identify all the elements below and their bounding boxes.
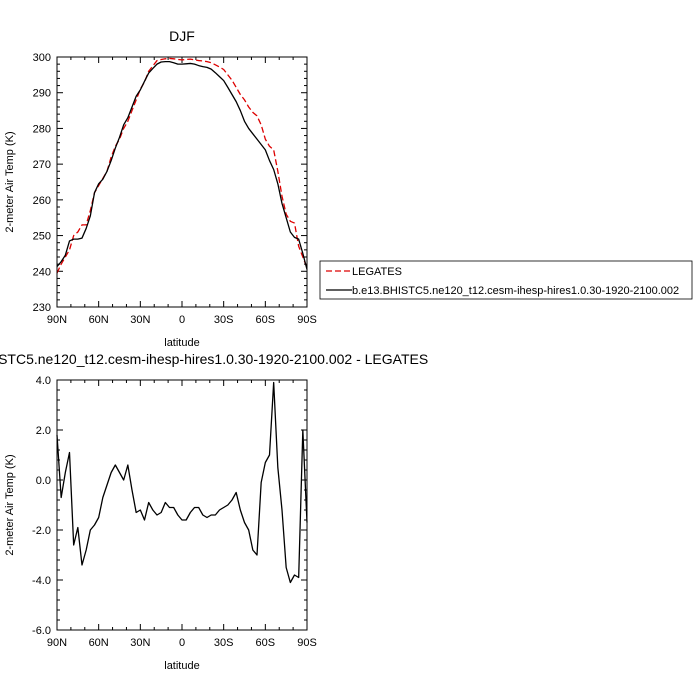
top-y-tick-label: 230: [33, 302, 51, 314]
bottom-y-tick-label: -2.0: [32, 525, 51, 537]
top-x-tick-label: 90S: [297, 314, 317, 326]
top-x-tick-label: 30S: [214, 314, 234, 326]
bottom-y-axis-label: 2-meter Air Temp (K): [4, 454, 16, 555]
top-panel: 90N 60N 30N 0 30S 60S 90S 230 240 250 260 270 280 290…: [4, 28, 693, 349]
top-y-axis-label: 2-meter Air Temp (K): [4, 131, 16, 232]
top-x-tick-label: 60N: [89, 314, 109, 326]
top-y-tick-label: 270: [33, 159, 51, 171]
top-y-tick-label: 240: [33, 266, 51, 278]
bottom-x-tick-label: 30N: [130, 637, 150, 649]
top-series-group: [56, 57, 308, 274]
bottom-x-axis-label: latitude: [164, 660, 199, 672]
top-y-tick-label: 250: [33, 231, 51, 243]
bottom-y-tick-label: 0.0: [36, 475, 51, 487]
top-chart-title: DJF: [169, 28, 195, 44]
top-y-tick-label: 260: [33, 195, 51, 207]
legend-label-legates: LEGATES: [352, 266, 402, 278]
bottom-grid-ticks: 90N 60N 30N 0 30S 60S 90S -6.0 -4.0 -2.0 0.0 2.0 4.0: [32, 375, 317, 649]
bottom-y-tick-label: 2.0: [36, 425, 51, 437]
top-legend: LEGATES b.e13.BHISTC5.ne120_t12.cesm-ihe…: [319, 260, 693, 300]
legend-label-model: b.e13.BHISTC5.ne120_t12.cesm-ihesp-hires…: [352, 285, 679, 297]
top-x-tick-label: 60S: [256, 314, 276, 326]
top-y-tick-label: 290: [33, 88, 51, 100]
bottom-y-tick-label: 4.0: [36, 375, 51, 387]
bottom-panel: 90N 60N 30N 0 30S 60S 90S -6.0 -4.0 -2.0 0.0 2.0 4.0…: [0, 351, 428, 672]
bottom-y-tick-label: -4.0: [32, 575, 51, 587]
bottom-x-tick-label: 0: [179, 637, 185, 649]
bottom-plot-frame: [56, 379, 308, 631]
legend-box: [319, 260, 693, 300]
bottom-x-tick-label: 60S: [256, 637, 276, 649]
bottom-chart-title: b.e13.BHISTC5.ne120_t12.cesm-ihesp-hires…: [0, 351, 428, 367]
top-series-line-1: [56, 60, 308, 270]
top-x-tick-label: 30N: [130, 314, 150, 326]
bottom-series-group: [56, 381, 308, 584]
top-grid-ticks: 90N 60N 30N 0 30S 60S 90S 230 240 250 260 270 280 290…: [33, 52, 317, 326]
top-y-tick-label: 280: [33, 123, 51, 135]
top-x-tick-label: 0: [179, 314, 185, 326]
top-x-axis-label: latitude: [164, 337, 199, 349]
bottom-x-tick-label: 30S: [214, 637, 234, 649]
top-series-line-0: [56, 57, 308, 274]
bottom-x-tick-label: 90S: [297, 637, 317, 649]
bottom-y-tick-label: -6.0: [32, 625, 51, 637]
top-x-tick-label: 90N: [47, 314, 67, 326]
top-y-tick-label: 300: [33, 52, 51, 64]
bottom-x-tick-label: 60N: [89, 637, 109, 649]
top-plot-frame: [56, 56, 308, 308]
bottom-x-tick-label: 90N: [47, 637, 67, 649]
bottom-series-line-0: [56, 381, 308, 584]
